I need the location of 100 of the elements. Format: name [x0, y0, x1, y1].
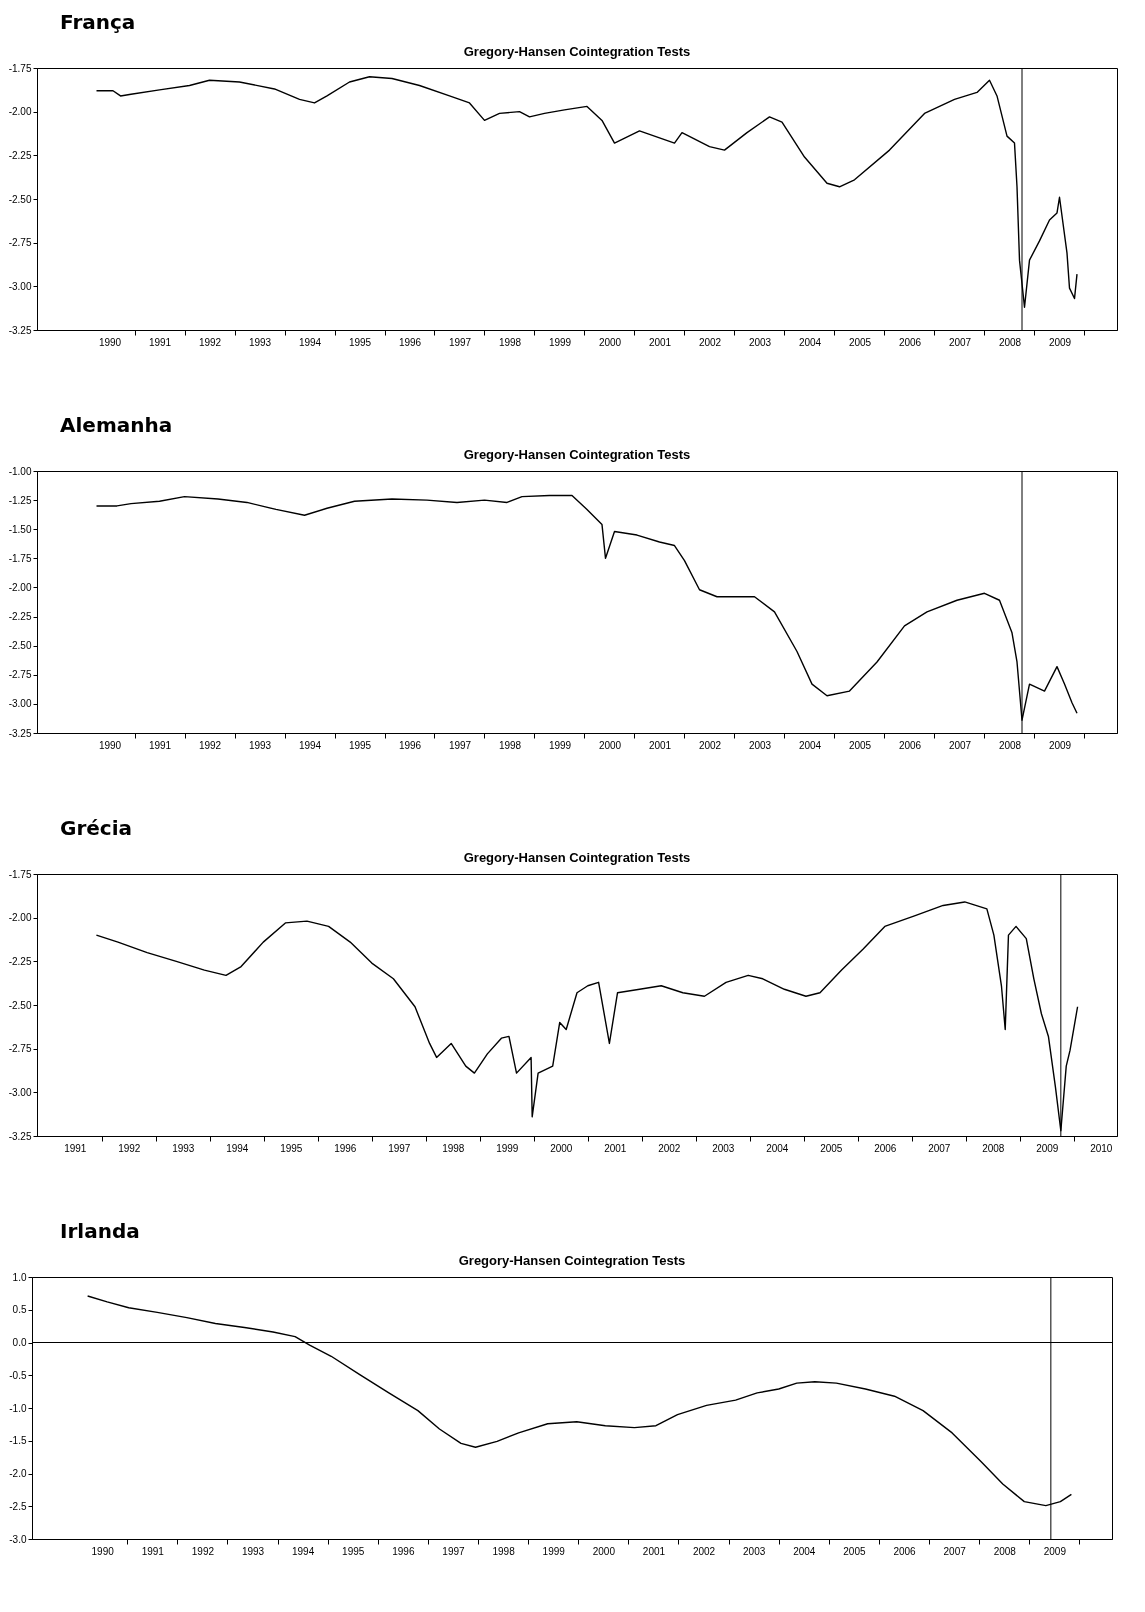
- chart-title: Alemanha: [59, 412, 174, 439]
- x-tick-label: 1997: [442, 1545, 466, 1557]
- x-tick-label: 2008: [998, 739, 1022, 751]
- y-tick-label: -1.75: [8, 62, 32, 74]
- chart-title: Grécia: [59, 815, 134, 842]
- x-tick-label: 1990: [98, 739, 122, 751]
- x-tick-label: 1990: [91, 1545, 115, 1557]
- x-tick-label: 1995: [280, 1142, 303, 1154]
- x-tick-label: 1997: [448, 336, 472, 348]
- x-tick-label: 2005: [843, 1545, 866, 1557]
- x-tick-label: 1994: [298, 336, 322, 348]
- y-tick-label: -2.00: [8, 581, 32, 593]
- x-tick-label: 2003: [748, 336, 772, 348]
- x-tick-label: 2001: [604, 1142, 627, 1154]
- x-tick-label: 1997: [448, 739, 472, 751]
- y-tick-label: 0.5: [12, 1304, 27, 1316]
- x-tick-label: 1998: [442, 1142, 465, 1154]
- x-tick-label: 1995: [348, 739, 372, 751]
- chart-subtitle: Gregory-Hansen Cointegration Tests: [463, 850, 691, 865]
- chart-subtitle: Gregory-Hansen Cointegration Tests: [463, 447, 691, 462]
- x-tick-label: 2006: [898, 336, 922, 348]
- y-tick-label: -3.00: [8, 698, 32, 710]
- x-tick-label: 1993: [241, 1545, 265, 1557]
- x-tick-label: 1998: [492, 1545, 516, 1557]
- x-tick-label: 2003: [712, 1142, 735, 1154]
- x-tick-label: 2008: [982, 1142, 1005, 1154]
- x-tick-label: 1992: [198, 739, 222, 751]
- x-tick-label: 1999: [542, 1545, 566, 1557]
- x-tick-label: 1991: [64, 1142, 87, 1154]
- x-tick-label: 2002: [698, 336, 722, 348]
- y-tick-label: -0.5: [9, 1369, 27, 1381]
- y-tick-label: -1.75: [8, 868, 32, 880]
- x-tick-label: 2000: [598, 739, 622, 751]
- x-tick-label: 1999: [548, 336, 572, 348]
- x-tick-label: 1996: [398, 739, 422, 751]
- x-tick-label: 1993: [248, 336, 272, 348]
- x-tick-label: 2007: [948, 336, 972, 348]
- y-tick-label: -3.25: [8, 727, 32, 739]
- x-tick-label: 2004: [798, 336, 822, 348]
- x-tick-label: 1996: [334, 1142, 357, 1154]
- x-tick-label: 2004: [793, 1545, 816, 1557]
- x-tick-label: 2006: [898, 739, 922, 751]
- x-tick-label: 1991: [148, 336, 172, 348]
- x-tick-label: 2006: [874, 1142, 897, 1154]
- x-tick-label: 1996: [398, 336, 422, 348]
- x-tick-label: 2001: [642, 1545, 666, 1557]
- x-tick-label: 2007: [943, 1545, 967, 1557]
- y-tick-label: -1.50: [8, 523, 32, 535]
- y-tick-label: -2.50: [8, 640, 32, 652]
- y-tick-label: -2.0: [9, 1468, 27, 1479]
- x-tick-label: 2001: [648, 336, 672, 348]
- x-tick-label: 1997: [388, 1142, 411, 1154]
- x-tick-label: 1999: [496, 1142, 519, 1154]
- x-tick-label: 2003: [748, 739, 772, 751]
- y-tick-label: -1.75: [8, 552, 32, 564]
- y-tick-label: -2.5: [9, 1500, 27, 1512]
- x-tick-label: 2009: [1043, 1545, 1067, 1557]
- x-tick-label: 1990: [98, 336, 122, 348]
- x-tick-label: 2002: [692, 1545, 716, 1557]
- x-tick-label: 1999: [548, 739, 572, 751]
- x-tick-label: 2002: [698, 739, 722, 751]
- x-tick-label: 2003: [743, 1545, 766, 1557]
- y-tick-label: -2.25: [8, 611, 32, 623]
- chart-title: França: [59, 9, 137, 36]
- x-tick-label: 1995: [348, 336, 372, 348]
- y-tick-label: -2.00: [8, 912, 32, 924]
- x-tick-label: 1992: [198, 336, 222, 348]
- y-tick-label: -2.75: [8, 1043, 32, 1055]
- x-tick-label: 2004: [798, 739, 822, 751]
- x-tick-label: 1993: [172, 1142, 195, 1154]
- x-tick-label: 2009: [1048, 336, 1072, 348]
- y-tick-label: -3.0: [9, 1533, 27, 1545]
- x-tick-label: 1991: [148, 739, 172, 751]
- x-tick-label: 2002: [658, 1142, 681, 1154]
- y-tick-label: -2.50: [8, 193, 32, 205]
- y-tick-label: 0.0: [12, 1337, 27, 1348]
- x-tick-label: 2004: [766, 1142, 789, 1154]
- x-tick-label: 1996: [392, 1545, 415, 1557]
- y-tick-label: -2.75: [8, 669, 32, 681]
- x-tick-label: 2009: [1048, 739, 1072, 751]
- x-tick-label: 2000: [550, 1142, 573, 1154]
- y-tick-label: -3.00: [8, 1086, 32, 1098]
- x-tick-label: 2000: [592, 1545, 616, 1557]
- y-tick-label: -2.75: [8, 237, 32, 249]
- y-tick-label: -2.00: [8, 106, 32, 118]
- y-tick-label: -3.25: [8, 324, 32, 336]
- x-tick-label: 1992: [118, 1142, 141, 1154]
- y-tick-label: -3.00: [8, 280, 32, 292]
- chart-subtitle: Gregory-Hansen Cointegration Tests: [463, 44, 691, 59]
- x-tick-label: 2005: [848, 739, 872, 751]
- x-tick-label: 2006: [893, 1545, 917, 1557]
- x-tick-label: 2005: [848, 336, 872, 348]
- x-tick-label: 2007: [928, 1142, 951, 1154]
- x-tick-label: 2005: [820, 1142, 843, 1154]
- x-tick-label: 2009: [1036, 1142, 1059, 1154]
- chart-subtitle: Gregory-Hansen Cointegration Tests: [458, 1253, 686, 1268]
- chart-title: Irlanda: [59, 1218, 141, 1245]
- y-tick-label: 1.0: [12, 1271, 27, 1283]
- y-tick-label: -1.25: [8, 494, 32, 506]
- x-tick-label: 1994: [292, 1545, 315, 1557]
